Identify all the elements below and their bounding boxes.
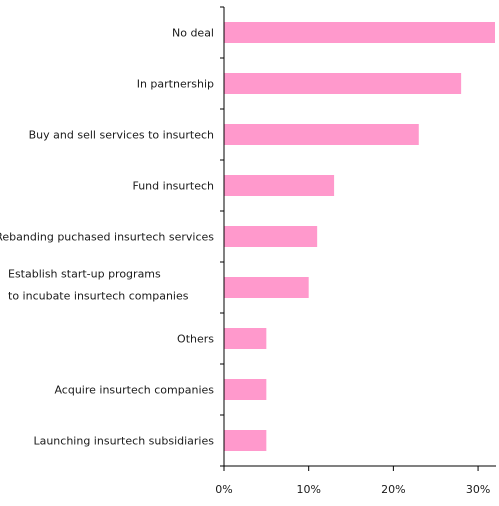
bar: [224, 379, 267, 400]
category-label: In partnership: [137, 78, 214, 91]
category-label: Establish start-up programs to incubate i…: [8, 268, 189, 303]
category-label: No deal: [172, 27, 214, 40]
category-labels: No deal In partnership Buy and sell servic…: [0, 27, 214, 448]
bar: [224, 226, 318, 247]
category-label: Launching insurtech subsidiaries: [33, 435, 214, 448]
bar: [224, 73, 462, 94]
x-ticks: 0% 10% 20% 30%: [215, 466, 490, 496]
x-tick-label: 10%: [296, 483, 320, 496]
category-label: Others: [177, 333, 214, 346]
category-label: Acquire insurtech companies: [54, 384, 214, 397]
axes-group: [220, 6, 496, 467]
bar: [224, 328, 267, 349]
category-label: Fund insurtech: [132, 180, 214, 193]
bars-group: [224, 22, 495, 451]
bar: [224, 175, 335, 196]
bar: [224, 124, 419, 145]
bar: [224, 22, 495, 43]
x-tick-label: 0%: [215, 483, 232, 496]
category-label: Buy and sell services to insurtech: [29, 129, 214, 142]
x-tick-label: 30%: [466, 483, 490, 496]
x-tick-label: 20%: [381, 483, 405, 496]
bar: [224, 430, 267, 451]
bar: [224, 277, 309, 298]
category-label: Rebanding puchased insurtech services: [0, 231, 214, 244]
